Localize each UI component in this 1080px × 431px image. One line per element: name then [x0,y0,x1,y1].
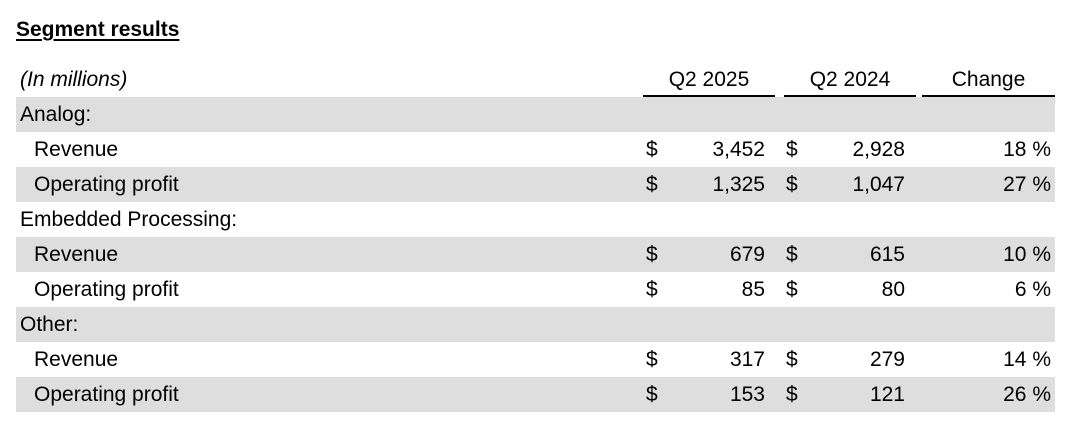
table-row: Operating profit $ 1,325 $ 1,047 27 % [16,167,1055,202]
change-value: 18 % [1003,138,1051,161]
table-row-section-other: Other: [16,307,1055,342]
units-label: (In millions) [20,68,128,91]
currency-symbol: $ [646,243,658,266]
q2-2024-value: 279 [869,348,905,371]
q2-2025-value: 679 [729,243,765,266]
currency-symbol: $ [786,278,798,301]
row-label: Revenue [34,138,119,161]
currency-symbol: $ [786,173,798,196]
table-row: Operating profit $ 153 $ 121 26 % [16,377,1055,412]
q2-2025-value: 317 [729,348,765,371]
q2-2025-value: 3,452 [712,138,765,161]
row-label: Revenue [34,348,119,371]
q2-2024-value: 1,047 [852,173,905,196]
column-header-q2-2024: Q2 2024 [784,62,916,97]
currency-symbol: $ [646,138,658,161]
change-value: 27 % [1003,173,1051,196]
currency-symbol: $ [646,348,658,371]
q2-2024-value: 80 [881,278,905,301]
change-value: 26 % [1003,383,1051,406]
row-label: Embedded Processing: [20,208,238,231]
q2-2025-value: 153 [729,383,765,406]
table-row: Operating profit $ 85 $ 80 6 % [16,272,1055,307]
table-row-section-analog: Analog: [16,97,1055,132]
q2-2025-value: 1,325 [712,173,765,196]
currency-symbol: $ [786,348,798,371]
row-label: Operating profit [34,173,179,196]
row-label: Revenue [34,243,119,266]
table-row: Revenue $ 317 $ 279 14 % [16,342,1055,377]
currency-symbol: $ [786,138,798,161]
table-row: Revenue $ 679 $ 615 10 % [16,237,1055,272]
change-value: 10 % [1003,243,1051,266]
row-label: Analog: [20,103,92,126]
table-header-row: (In millions) Q2 2025 Q2 2024 Change [16,62,1055,97]
row-label: Operating profit [34,278,179,301]
currency-symbol: $ [786,243,798,266]
currency-symbol: $ [646,173,658,196]
table-row-section-embedded-processing: Embedded Processing: [16,202,1055,237]
column-header-q2-2025: Q2 2025 [643,62,775,97]
currency-symbol: $ [646,278,658,301]
q2-2024-value: 121 [869,383,905,406]
row-label: Other: [20,313,79,336]
row-label: Operating profit [34,383,179,406]
currency-symbol: $ [786,383,798,406]
change-value: 14 % [1003,348,1051,371]
currency-symbol: $ [646,383,658,406]
change-value: 6 % [1014,278,1051,301]
table-row: Revenue $ 3,452 $ 2,928 18 % [16,132,1055,167]
q2-2025-value: 85 [741,278,765,301]
q2-2024-value: 615 [869,243,905,266]
section-title: Segment results [16,18,180,41]
column-header-change: Change [922,62,1055,97]
q2-2024-value: 2,928 [852,138,905,161]
